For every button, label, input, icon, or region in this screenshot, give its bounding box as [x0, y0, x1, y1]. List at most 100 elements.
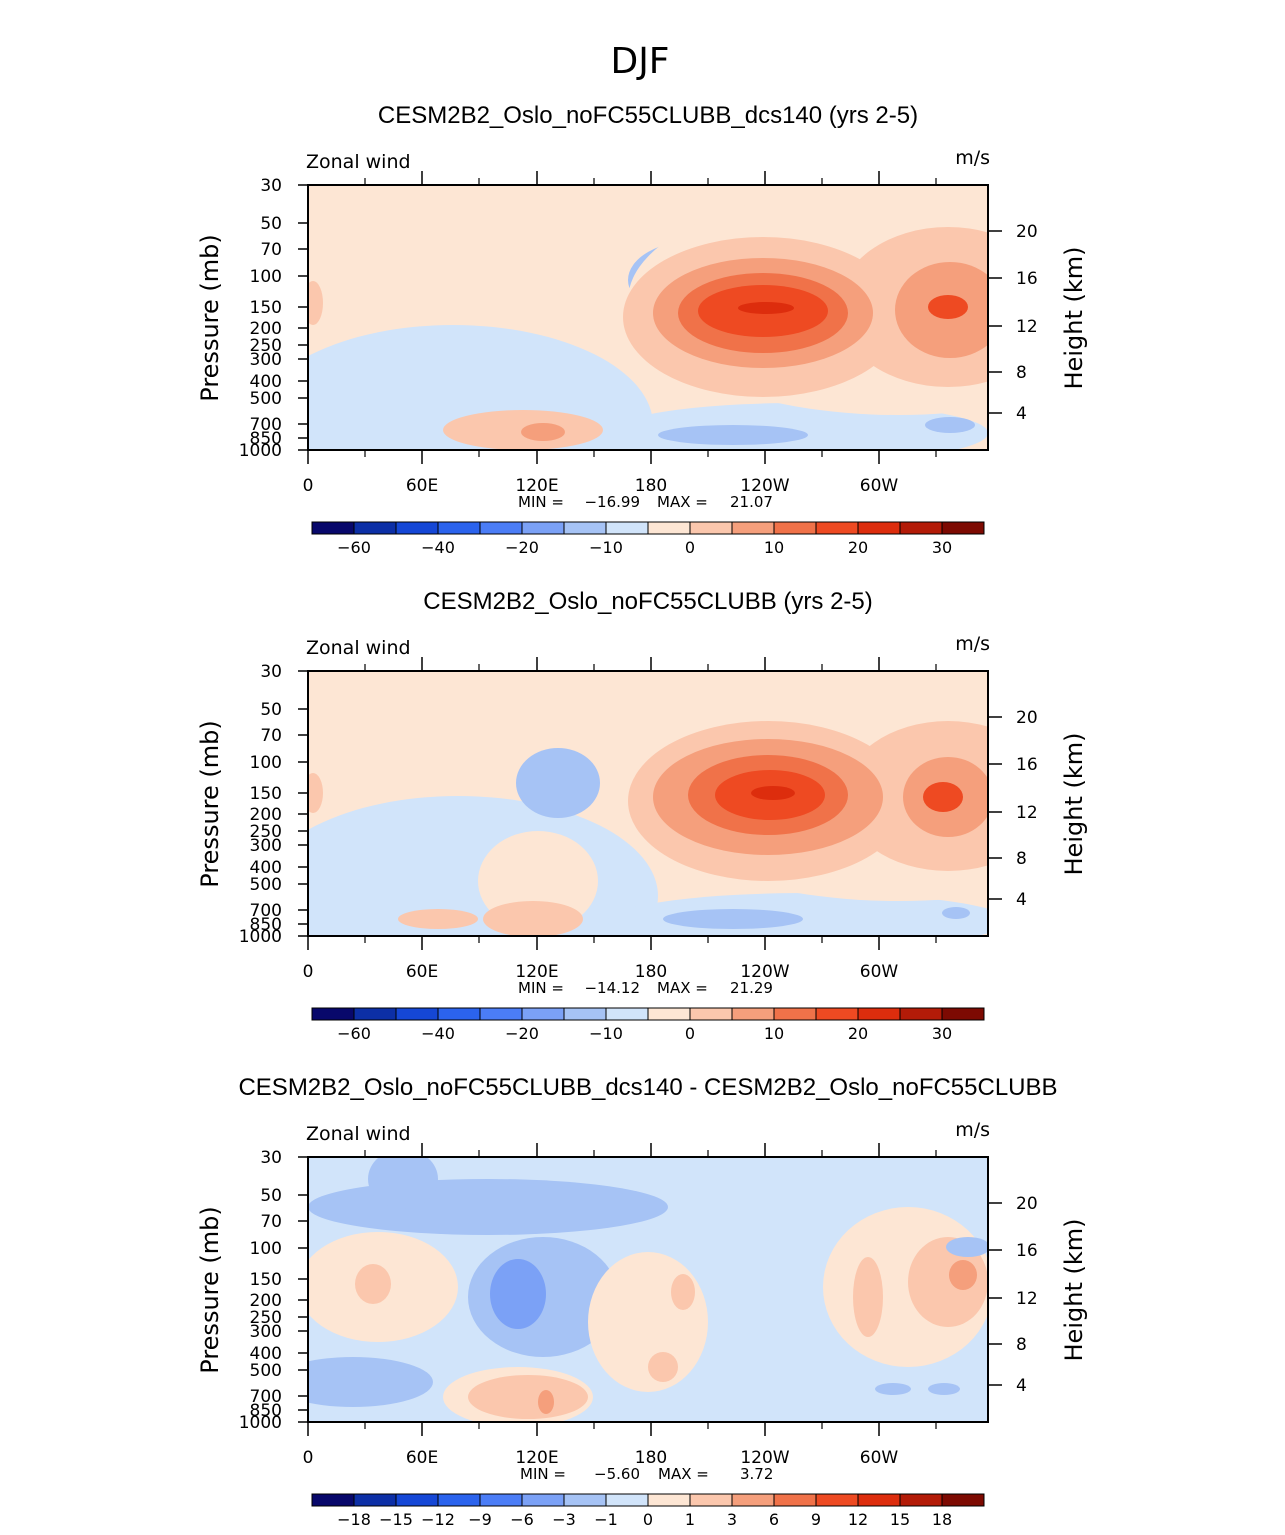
contour-region-15	[658, 425, 808, 445]
colorbar-label-5: 10	[764, 1024, 784, 1043]
colorbar-swatch-2	[395, 1007, 439, 1021]
contour-region-0	[308, 796, 658, 936]
height-label-16: 16	[1016, 269, 1038, 289]
max-label: MAX =	[657, 979, 708, 997]
pressure-label-200: 200	[250, 805, 282, 825]
contour-region-10	[923, 782, 963, 812]
colorbar-swatch-15	[941, 1493, 985, 1507]
variable-label: Zonal wind	[306, 1123, 411, 1145]
max-label: MAX =	[657, 493, 708, 511]
colorbar-label-2: −20	[505, 538, 539, 557]
colorbar-swatch-11	[773, 1493, 817, 1507]
height-label-20: 20	[1016, 1194, 1038, 1214]
pressure-label-250: 250	[250, 1308, 282, 1328]
colorbar-label-1: −40	[421, 538, 455, 557]
pressure-label-50: 50	[260, 700, 282, 720]
lon-label-120W: 120W	[740, 962, 789, 982]
units-label: m/s	[955, 633, 990, 655]
colorbar-swatch-2	[395, 1493, 439, 1507]
contour-field	[308, 671, 988, 936]
pressure-label-500: 500	[250, 1361, 282, 1381]
colorbar-swatch-6	[563, 1493, 607, 1507]
contour-region-19	[946, 1237, 988, 1257]
colorbar-swatch-13	[857, 1493, 901, 1507]
colorbar-swatch-3	[437, 521, 481, 535]
contour-region-8	[648, 1352, 678, 1382]
colorbar-swatch-7	[605, 521, 649, 535]
colorbar-swatch-10	[731, 521, 775, 535]
colorbar-label-6: 20	[848, 538, 868, 557]
lon-label-120E: 120E	[515, 1448, 558, 1468]
contour-region-14	[521, 423, 565, 441]
pressure-label-50: 50	[260, 1186, 282, 1206]
pressure-label-1000: 1000	[239, 1413, 282, 1433]
colorbar-swatch-7	[605, 1007, 649, 1021]
ylabel-height: Height (km)	[1060, 1219, 1088, 1362]
contour-region-12	[751, 786, 795, 800]
colorbar-label-14: 18	[932, 1510, 952, 1529]
pressure-label-1000: 1000	[239, 441, 282, 461]
lon-label-120E: 120E	[515, 962, 558, 982]
pressure-label-400: 400	[250, 858, 282, 878]
colorbar-label-9: 3	[727, 1510, 737, 1529]
colorbar-label-5: 10	[764, 538, 784, 557]
plot-frame	[307, 184, 989, 451]
lon-label-60W: 60W	[860, 1448, 899, 1468]
colorbar-label-3: −9	[468, 1510, 492, 1529]
pressure-label-300: 300	[250, 350, 282, 370]
height-label-4: 4	[1016, 890, 1027, 910]
colorbar-swatch-14	[899, 1007, 943, 1021]
colorbar-label-7: 30	[932, 1024, 952, 1043]
colorbar-swatch-10	[731, 1493, 775, 1507]
pressure-label-70: 70	[260, 1212, 282, 1232]
colorbar-swatch-3	[437, 1493, 481, 1507]
panel-2: CESM2B2_Oslo_noFC55CLUBB (yrs 2-5) Zonal…	[196, 588, 1088, 1043]
colorbar-swatch-7	[605, 1493, 649, 1507]
height-label-16: 16	[1016, 1241, 1038, 1261]
colorbar: −18 −15 −12 −9 −6 −3 −1 0 1 3 6 9 12 15 18	[311, 1493, 985, 1529]
pressure-label-850: 850	[250, 1401, 282, 1421]
pressure-label-250: 250	[250, 336, 282, 356]
pressure-label-200: 200	[250, 1291, 282, 1311]
contour-field	[308, 185, 988, 450]
pressure-label-700: 700	[250, 901, 282, 921]
colorbar-label-7: 30	[932, 538, 952, 557]
colorbar-swatch-8	[647, 1007, 691, 1021]
contour-region-14	[398, 909, 478, 929]
colorbar-swatch-13	[857, 521, 901, 535]
colorbar-label-2: −20	[505, 1024, 539, 1043]
contour-region-15	[663, 909, 803, 929]
colorbar-label-12: 12	[848, 1510, 868, 1529]
colorbar-label-13: 15	[890, 1510, 910, 1529]
colorbar-swatch-8	[647, 521, 691, 535]
ylabel-pressure: Pressure (mb)	[196, 234, 224, 401]
contour-region-1	[368, 1157, 438, 1209]
contour-region-1	[516, 748, 600, 818]
contour-region-17	[308, 281, 323, 325]
pressure-label-500: 500	[250, 875, 282, 895]
pressure-label-150: 150	[250, 298, 282, 318]
contour-region-18	[928, 1383, 960, 1395]
lon-label-120W: 120W	[740, 476, 789, 496]
contour-region-13	[483, 901, 583, 936]
ylabel-pressure: Pressure (mb)	[196, 720, 224, 887]
contour-region-0	[308, 1179, 668, 1235]
min-label: MIN =	[518, 493, 564, 511]
ylabel-pressure: Pressure (mb)	[196, 1206, 224, 1373]
colorbar-swatch-12	[815, 1007, 859, 1021]
contour-region-17	[875, 1383, 911, 1395]
pressure-label-30: 30	[260, 1148, 282, 1168]
pressure-label-70: 70	[260, 726, 282, 746]
colorbar-swatch-0	[311, 1493, 355, 1507]
lon-label-0: 0	[303, 1448, 314, 1468]
colorbar-swatch-5	[521, 521, 565, 535]
colorbar-swatch-5	[521, 1007, 565, 1021]
colorbar-label-6: 20	[848, 1024, 868, 1043]
contour-region-10	[468, 1375, 588, 1419]
min-value: −14.12	[584, 979, 640, 997]
variable-label: Zonal wind	[306, 151, 411, 173]
